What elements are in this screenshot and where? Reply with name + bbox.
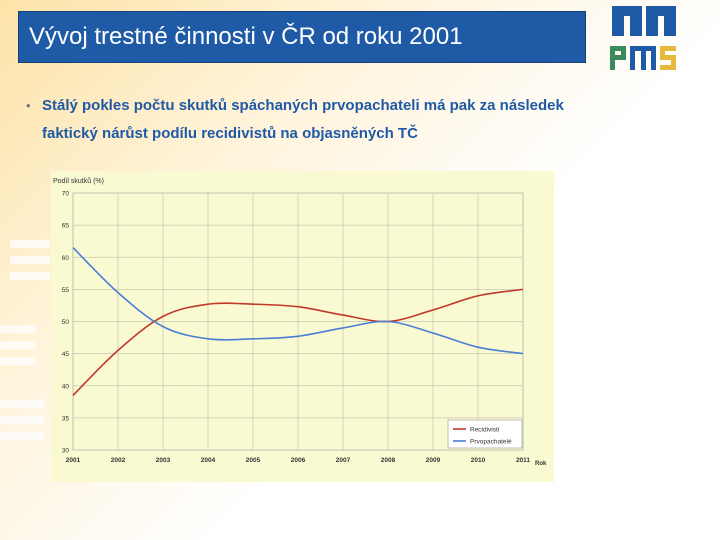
bullet-text: Stálý pokles počtu skutků spáchaných prv… [42, 97, 564, 142]
x-tick-label: 2006 [291, 457, 306, 464]
legend-label: Prvopachatelé [470, 439, 512, 446]
x-tick-label: 2002 [111, 457, 126, 464]
x-tick-label: 2011 [516, 457, 530, 464]
page-title: Vývoj trestné činnosti v ČR od roku 2001 [29, 23, 463, 50]
legend-label: Recidivisti [470, 427, 499, 434]
legend-box [447, 419, 523, 449]
y-tick-label: 65 [62, 223, 70, 230]
x-tick-label: 2007 [336, 457, 351, 464]
y-tick-label: 55 [62, 287, 70, 294]
y-tick-label: 70 [62, 191, 70, 198]
y-tick-label: 60 [62, 255, 70, 262]
y-axis-label: Podíl skutků (%) [53, 177, 104, 185]
bullet-point: • Stálý pokles počtu skutků spáchaných p… [26, 92, 600, 148]
bullet-marker: • [26, 98, 31, 113]
title-bar: Vývoj trestné činnosti v ČR od roku 2001 [18, 11, 586, 63]
y-tick-label: 40 [62, 383, 70, 390]
x-tick-label: 2008 [381, 457, 396, 464]
y-tick-label: 45 [62, 351, 70, 358]
y-tick-label: 30 [62, 448, 70, 455]
x-tick-label: 2009 [426, 457, 441, 464]
background-decoration-bottom [240, 488, 470, 528]
series-line-prvopachatele [72, 247, 524, 355]
x-tick-label: 2003 [156, 457, 171, 464]
x-tick-label: 2010 [471, 457, 486, 464]
y-tick-label: 50 [62, 319, 70, 326]
chart-container: Podíl skutků (%) 30 35 40 45 50 55 60 65 70 2001… [51, 171, 554, 482]
pms-logo-icon [610, 6, 676, 70]
x-tick-label: 2004 [201, 457, 216, 464]
background-decoration-left [0, 240, 50, 440]
series-line-recidivisti [72, 288, 524, 396]
x-tick-label: 2001 [66, 457, 81, 464]
line-chart: Podíl skutků (%) 30 35 40 45 50 55 60 65 70 2001… [53, 177, 547, 467]
y-tick-label: 35 [62, 415, 70, 422]
x-tick-label: 2005 [246, 457, 261, 464]
x-axis-label: Rok [535, 461, 547, 467]
